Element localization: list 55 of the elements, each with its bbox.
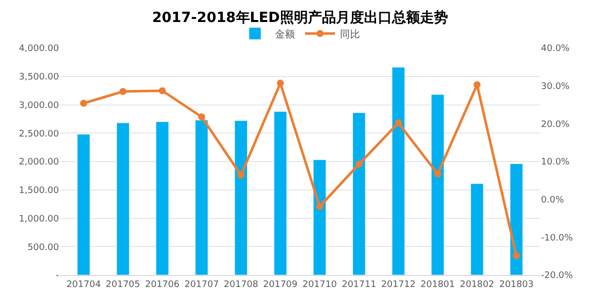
point — [80, 100, 88, 107]
bar — [392, 67, 405, 275]
y-tick-label: 4,000.00 — [18, 44, 60, 54]
y-tick-label: 3,000.00 — [18, 100, 60, 111]
point — [512, 252, 520, 260]
x-tick-label: 201707 — [184, 280, 219, 290]
x-tick-label: 201705 — [106, 280, 140, 290]
y-tick-label: 500.00 — [28, 242, 60, 253]
x-tick-label: 201708 — [224, 280, 258, 290]
bar — [470, 183, 484, 275]
bar — [431, 94, 444, 275]
y2-tick-label: 20.0% — [541, 120, 570, 130]
y-tick-label: 2,000.00 — [18, 158, 60, 168]
chart-title: 2017-2018年LED照明产品月度出口总额走势 — [152, 8, 448, 26]
point — [394, 119, 402, 126]
bar — [313, 160, 326, 275]
x-tick-label: 201710 — [302, 280, 338, 290]
legend-label: 金额 — [275, 28, 295, 40]
y-tick-label: 3,500.00 — [18, 72, 60, 83]
y-tick-label: 1,500.00 — [18, 186, 60, 196]
x-tick-label: 201712 — [381, 280, 416, 290]
point — [276, 80, 284, 87]
y2-tick-label: 30.0% — [541, 82, 570, 92]
y-tick-label: 1,000.00 — [18, 214, 60, 224]
y2-tick-label: 0.0% — [541, 195, 564, 206]
point — [316, 203, 324, 210]
x-tick-label: 201802 — [460, 280, 494, 290]
x-tick-label: 201803 — [499, 280, 534, 290]
bar — [156, 122, 169, 275]
bar — [510, 164, 523, 275]
bar — [352, 112, 366, 275]
point — [434, 170, 442, 178]
bar — [116, 122, 130, 275]
y2-tick-label: -10.0% — [541, 233, 574, 244]
point — [119, 88, 126, 96]
point — [237, 172, 244, 179]
y2-tick-label: 10.0% — [541, 158, 570, 168]
bar — [77, 134, 90, 275]
legend-label: 同比 — [340, 28, 360, 40]
point — [474, 81, 481, 88]
x-tick-label: 201711 — [342, 280, 376, 290]
x-tick-label: 201706 — [145, 280, 180, 290]
y2-tick-label: -20.0% — [541, 271, 574, 282]
point — [356, 160, 363, 168]
y-tick-label: - — [56, 271, 59, 282]
point — [158, 87, 166, 94]
y-tick-label: 2,500.00 — [18, 129, 60, 140]
point — [198, 113, 206, 120]
x-tick-label: 201709 — [263, 280, 298, 290]
x-tick-label: 201704 — [66, 280, 102, 290]
y2-tick-label: 40.0% — [541, 44, 570, 54]
bar — [195, 120, 208, 275]
bar — [234, 120, 248, 275]
x-tick-label: 201801 — [420, 280, 455, 290]
bar — [274, 111, 287, 275]
